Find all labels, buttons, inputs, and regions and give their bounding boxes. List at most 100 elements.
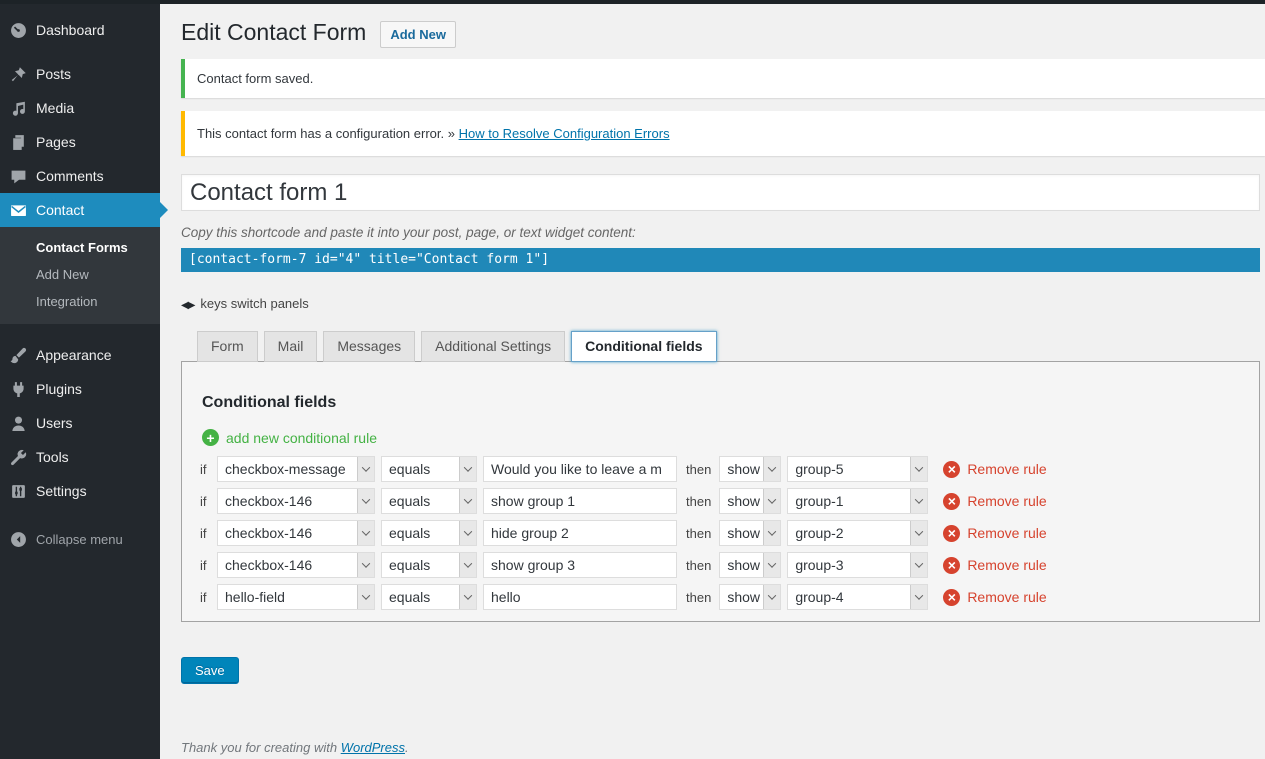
sidebar-item-appearance[interactable]: Appearance [0, 338, 160, 372]
if-label: if [200, 461, 207, 477]
contact-submenu: Contact Forms Add New Integration [0, 227, 160, 324]
add-new-button[interactable]: Add New [380, 21, 456, 48]
chevron-down-icon [357, 489, 374, 513]
action-select-value: show [727, 461, 760, 477]
tab-conditional-fields[interactable]: Conditional fields [571, 331, 717, 362]
operator-select[interactable]: equals [381, 520, 477, 546]
action-select[interactable]: show [719, 456, 782, 482]
compare-value-input[interactable] [483, 520, 677, 546]
panel-heading: Conditional fields [202, 394, 337, 411]
sidebar-item-label: Settings [36, 483, 87, 499]
operator-select[interactable]: equals [381, 456, 477, 482]
submenu-item-integration[interactable]: Integration [36, 294, 98, 309]
plus-icon: + [202, 429, 219, 446]
operator-select[interactable]: equals [381, 552, 477, 578]
tab-mail[interactable]: Mail [263, 331, 318, 362]
submenu-item-add-new[interactable]: Add New [36, 267, 89, 282]
sidebar-item-pages[interactable]: Pages [0, 125, 160, 159]
remove-rule-icon[interactable]: × [943, 524, 961, 542]
sidebar-item-plugins[interactable]: Plugins [0, 372, 160, 406]
operator-select[interactable]: equals [381, 488, 477, 514]
sidebar-item-label: Pages [36, 134, 76, 150]
field-select[interactable]: checkbox-146 [217, 552, 375, 578]
if-label: if [200, 557, 207, 573]
chevron-down-icon [459, 521, 476, 545]
sidebar-item-label: Comments [36, 168, 104, 184]
chevron-down-icon [910, 489, 928, 513]
sidebar-item-tools[interactable]: Tools [0, 440, 160, 474]
paintbrush-icon [8, 345, 28, 365]
group-select[interactable]: group-2 [787, 520, 929, 546]
dashboard-icon [8, 20, 28, 40]
group-select[interactable]: group-5 [787, 456, 929, 482]
remove-rule-link[interactable]: Remove rule [967, 461, 1047, 477]
compare-value-input[interactable] [483, 456, 677, 482]
save-button[interactable]: Save [181, 657, 239, 684]
chevron-down-icon [910, 457, 928, 481]
compare-value-input[interactable] [483, 584, 677, 610]
action-select-value: show [727, 525, 760, 541]
action-select[interactable]: show [719, 488, 782, 514]
comments-icon [8, 166, 28, 186]
media-icon [8, 98, 28, 118]
resolve-errors-link[interactable]: How to Resolve Configuration Errors [458, 126, 670, 141]
group-select-value: group-2 [795, 525, 844, 541]
add-new-conditional-rule-link[interactable]: + add new conditional rule [202, 429, 377, 446]
collapse-menu-button[interactable]: Collapse menu [0, 522, 160, 556]
operator-select-value: equals [389, 493, 431, 509]
remove-rule-icon[interactable]: × [943, 588, 961, 606]
group-select-value: group-4 [795, 589, 844, 605]
operator-select[interactable]: equals [381, 584, 477, 610]
chevron-down-icon [910, 585, 928, 609]
shortcode-value[interactable]: [contact-form-7 id="4" title="Contact fo… [181, 248, 1260, 272]
footer: Thank you for creating with WordPress. [181, 740, 1260, 755]
group-select[interactable]: group-4 [787, 584, 929, 610]
field-select[interactable]: checkbox-message [217, 456, 375, 482]
then-label: then [686, 557, 712, 573]
remove-rule-icon[interactable]: × [943, 492, 961, 510]
remove-rule-link[interactable]: Remove rule [967, 493, 1047, 509]
compare-value-input[interactable] [483, 488, 677, 514]
add-rule-label: add new conditional rule [226, 429, 377, 446]
then-label: then [686, 493, 712, 509]
action-select[interactable]: show [719, 552, 782, 578]
sidebar-item-dashboard[interactable]: Dashboard [0, 13, 160, 47]
remove-rule-icon[interactable]: × [943, 556, 961, 574]
sidebar-item-label: Dashboard [36, 22, 105, 38]
conditional-rule-row: if hello-field equals then show [200, 584, 1241, 610]
form-title-input[interactable] [181, 174, 1260, 211]
remove-rule-icon[interactable]: × [943, 460, 961, 478]
wordpress-link[interactable]: WordPress [340, 740, 405, 755]
compare-value-input[interactable] [483, 552, 677, 578]
action-select-value: show [727, 557, 760, 573]
chevron-down-icon [763, 553, 781, 577]
remove-rule-link[interactable]: Remove rule [967, 589, 1047, 605]
action-select-value: show [727, 493, 760, 509]
remove-rule-link[interactable]: Remove rule [967, 525, 1047, 541]
sidebar-item-label: Media [36, 100, 75, 116]
tab-messages[interactable]: Messages [323, 331, 416, 362]
group-select[interactable]: group-3 [787, 552, 929, 578]
operator-select-value: equals [389, 589, 431, 605]
action-select[interactable]: show [719, 520, 782, 546]
shortcode-hint: Copy this shortcode and paste it into yo… [181, 225, 636, 240]
submenu-item-contact-forms[interactable]: Contact Forms [36, 240, 128, 255]
action-select[interactable]: show [719, 584, 782, 610]
tab-form[interactable]: Form [197, 331, 258, 362]
sidebar-item-posts[interactable]: Posts [0, 57, 160, 91]
group-select[interactable]: group-1 [787, 488, 929, 514]
notice-saved-text: Contact form saved. [197, 71, 314, 86]
user-icon [8, 413, 28, 433]
sidebar-item-contact[interactable]: Contact [0, 193, 168, 227]
chevron-down-icon [459, 489, 476, 513]
field-select[interactable]: hello-field [217, 584, 375, 610]
sidebar-item-settings[interactable]: Settings [0, 474, 160, 508]
field-select[interactable]: checkbox-146 [217, 488, 375, 514]
sidebar-item-comments[interactable]: Comments [0, 159, 160, 193]
sidebar-item-users[interactable]: Users [0, 406, 160, 440]
tab-additional-settings[interactable]: Additional Settings [421, 331, 566, 362]
sidebar-item-media[interactable]: Media [0, 91, 160, 125]
left-right-arrows-icon: ◀▶ [181, 300, 195, 311]
remove-rule-link[interactable]: Remove rule [967, 557, 1047, 573]
field-select[interactable]: checkbox-146 [217, 520, 375, 546]
